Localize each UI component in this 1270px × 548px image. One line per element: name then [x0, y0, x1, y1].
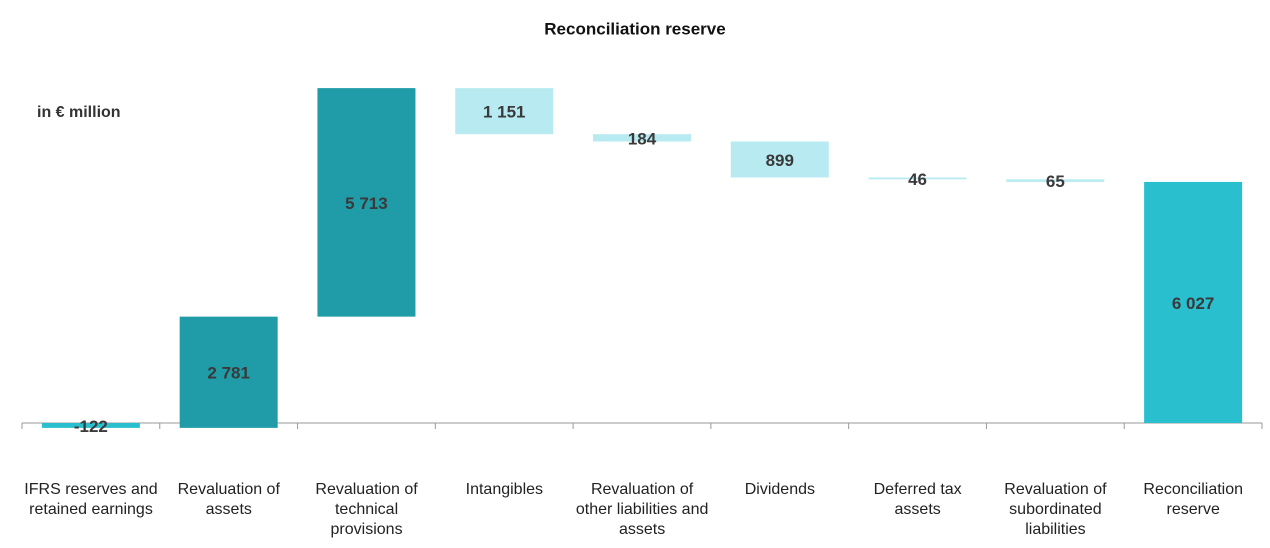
- bar: [41, 423, 140, 428]
- value-label: 46: [908, 170, 927, 189]
- x-tick-label: Dividends: [744, 481, 815, 498]
- x-tick-label: IFRS reserves and retained earnings: [24, 481, 158, 518]
- chart-title: Reconciliation reserve: [544, 19, 725, 38]
- unit-label: in € million: [37, 104, 121, 121]
- value-label: 65: [1046, 172, 1065, 191]
- x-tick-label: Revaluation of subordinated liabilities: [1004, 481, 1107, 538]
- value-label: 899: [766, 151, 794, 170]
- bar: [593, 134, 691, 142]
- value-label: 1 151: [483, 103, 526, 122]
- x-tick-label: Revaluation of assets: [177, 481, 280, 518]
- x-tick-label: Revaluation of technical provisions: [315, 481, 418, 538]
- bar: [730, 141, 829, 178]
- value-label: 184: [628, 129, 657, 148]
- value-label: -122: [74, 417, 108, 436]
- value-label: 2 781: [207, 364, 250, 383]
- value-label: 6 027: [1172, 294, 1215, 313]
- bar: [1006, 179, 1105, 182]
- bar: [868, 177, 967, 180]
- x-tick-label: Reconciliation reserve: [1143, 481, 1244, 518]
- bar: [1144, 181, 1243, 423]
- bar: [455, 88, 554, 135]
- x-tick-label: Revaluation of other liabilities and ass…: [575, 481, 709, 538]
- x-tick-label: Deferred tax assets: [873, 481, 962, 518]
- value-label: 5 713: [345, 194, 388, 213]
- bar: [317, 88, 416, 317]
- bar: [179, 316, 278, 428]
- x-tick-label: Intangibles: [465, 481, 544, 498]
